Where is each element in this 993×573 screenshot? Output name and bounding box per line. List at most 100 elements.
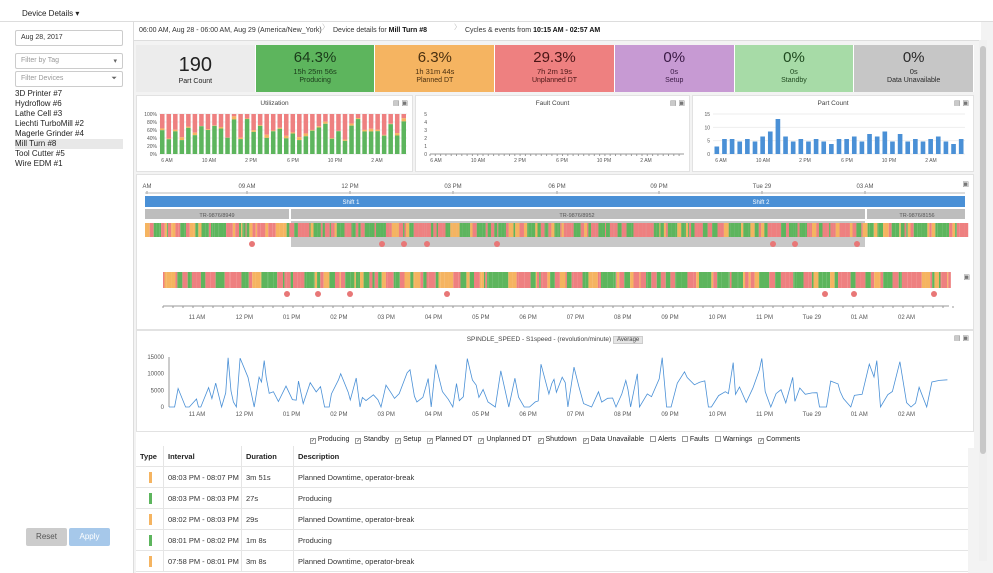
state-segment: [431, 223, 434, 237]
state-segment: [396, 223, 399, 237]
breadcrumb-separator: 〉: [322, 24, 329, 31]
checkbox-icon[interactable]: ✓: [427, 438, 434, 444]
breadcrumb-device[interactable]: Device details for Mill Turn #8: [333, 27, 427, 34]
state-segment: [750, 223, 755, 237]
page-scrollbar[interactable]: [979, 40, 987, 561]
device-item[interactable]: Tool Cutter #5: [15, 149, 65, 158]
image-export-icon[interactable]: ▣: [962, 181, 969, 188]
col-interval[interactable]: Interval: [164, 446, 242, 467]
legend-toggle[interactable]: ✓ Standby: [355, 436, 389, 444]
checkbox-icon[interactable]: ✓: [582, 438, 589, 444]
state-segment: [344, 223, 347, 237]
part-bar: [829, 144, 834, 154]
legend-toggle[interactable]: ✓ Unplanned DT: [478, 436, 532, 444]
summary-tile[interactable]: 0% 0s Standby: [734, 45, 855, 92]
checkbox-icon[interactable]: ✓: [309, 438, 316, 444]
state-segment: [228, 223, 231, 237]
state-segment: [761, 223, 765, 237]
state-segment: [723, 223, 729, 237]
checkbox-icon[interactable]: ✓: [758, 438, 765, 444]
checkbox-icon[interactable]: [649, 436, 656, 442]
filter-tag-select[interactable]: Filter by Tag ▾: [15, 53, 123, 69]
bar-producing: [401, 121, 406, 154]
detail-segment: [340, 272, 346, 288]
state-segment: [479, 223, 483, 237]
state-segment: [166, 223, 168, 237]
checkbox-icon[interactable]: ✓: [355, 438, 362, 444]
legend-toggle[interactable]: Alerts: [649, 436, 676, 443]
bar-producing: [323, 123, 328, 154]
state-segment: [904, 223, 907, 237]
shift-label: Shift 2: [752, 200, 770, 206]
col-type[interactable]: Type: [136, 446, 164, 467]
legend-toggle[interactable]: ✓ Comments: [758, 436, 800, 444]
breadcrumb-range[interactable]: 06:00 AM, Aug 28 - 06:00 AM, Aug 29 (Ame…: [139, 27, 322, 34]
checkbox-icon[interactable]: [681, 436, 688, 442]
page-scroll-thumb[interactable]: [980, 46, 986, 454]
legend-toggle[interactable]: ✓ Planned DT: [427, 436, 472, 444]
col-duration[interactable]: Duration: [242, 446, 294, 467]
state-segment: [383, 223, 386, 237]
summary-tile[interactable]: 190 Part Count: [136, 45, 256, 92]
state-segment: [459, 223, 463, 237]
checkbox-icon[interactable]: ✓: [537, 438, 544, 444]
summary-tile[interactable]: 0% 0s Data Unavailable: [854, 45, 975, 92]
device-item[interactable]: Hydroflow #6: [15, 99, 62, 108]
export-icons[interactable]: ▤ ▣: [669, 100, 685, 107]
timeline-top-tick: 03 PM: [444, 184, 461, 190]
export-icons[interactable]: ▤ ▣: [392, 100, 408, 107]
interval-cell: 08:02 PM - 08:03 PM: [164, 509, 242, 530]
table-row[interactable]: 08:01 PM - 08:02 PM 1m 8s Producing: [136, 530, 968, 551]
state-segment: [476, 223, 480, 237]
state-segment: [418, 223, 423, 237]
state-segment: [748, 223, 751, 237]
state-segment: [391, 223, 397, 237]
table-row[interactable]: 08:03 PM - 08:03 PM 27s Producing: [136, 488, 968, 509]
average-button[interactable]: Average: [613, 336, 644, 344]
table-row[interactable]: 08:02 PM - 08:03 PM 29s Planned Downtime, …: [136, 509, 968, 530]
legend-toggle[interactable]: Warnings: [714, 436, 752, 443]
legend-toggle[interactable]: ✓ Data Unavailable: [582, 436, 644, 444]
legend-toggle[interactable]: ✓ Shutdown: [537, 436, 577, 444]
legend-label: Comments: [766, 436, 801, 443]
timeline-top-tick: Tue 29: [753, 184, 772, 190]
table-row[interactable]: 07:58 PM - 08:01 PM 3m 8s Planned Downtime…: [136, 551, 968, 572]
export-icons[interactable]: ▤ ▣: [953, 100, 969, 107]
filter-devices-input[interactable]: Filter Devices ⏷: [15, 71, 123, 87]
timeline-chart[interactable]: AM 09 AM 12 PM 03 PM 06 PM 09 PM Tue 29 03 AM Sh…: [137, 175, 975, 331]
legend-toggle[interactable]: Faults: [681, 436, 709, 443]
summary-tile[interactable]: 29.3% 7h 2m 19s Unplanned DT: [495, 45, 615, 92]
tile-value: 190: [178, 54, 213, 76]
device-item[interactable]: Wire EDM #1: [15, 159, 63, 168]
detail-segment: [670, 272, 676, 288]
device-item[interactable]: Mill Turn #8: [15, 139, 123, 149]
device-item[interactable]: Magerle Grinder #4: [15, 129, 84, 138]
date-field[interactable]: Aug 28, 2017: [15, 30, 123, 46]
device-item[interactable]: 3D Printer #7: [15, 89, 63, 98]
device-item[interactable]: Lathe Cell #3: [15, 109, 63, 118]
bar-planned: [251, 130, 256, 132]
legend-toggle[interactable]: ✓ Setup: [395, 436, 421, 444]
col-description[interactable]: Description: [298, 452, 340, 461]
reset-button[interactable]: Reset: [26, 528, 67, 546]
state-segment: [487, 223, 491, 237]
checkbox-icon[interactable]: ✓: [478, 438, 485, 444]
detail-segment: [619, 272, 625, 288]
state-segment: [805, 223, 807, 237]
apply-button[interactable]: Apply: [69, 528, 110, 546]
export-icons[interactable]: ▤ ▣: [953, 335, 969, 342]
summary-tile[interactable]: 0% 0s Setup: [614, 45, 735, 92]
detail-segment: [901, 272, 908, 288]
checkbox-icon[interactable]: ✓: [395, 438, 402, 444]
device-details-menu[interactable]: Device Details ▾: [22, 9, 80, 18]
summary-tile[interactable]: 6.3% 1h 31m 44s Planned DT: [375, 45, 496, 92]
state-segment: [336, 223, 341, 237]
device-item[interactable]: Liechti TurboMill #2: [15, 119, 84, 128]
summary-tile[interactable]: 64.3% 15h 25m 56s Producing: [255, 45, 376, 92]
legend-toggle[interactable]: ✓ Producing: [309, 436, 349, 444]
state-segment: [964, 223, 969, 237]
checkbox-icon[interactable]: [714, 436, 721, 442]
detail-segment: [435, 272, 439, 288]
detail-segment: [796, 272, 802, 288]
table-row[interactable]: 08:03 PM - 08:07 PM 3m 51s Planned Downtim…: [136, 467, 968, 488]
